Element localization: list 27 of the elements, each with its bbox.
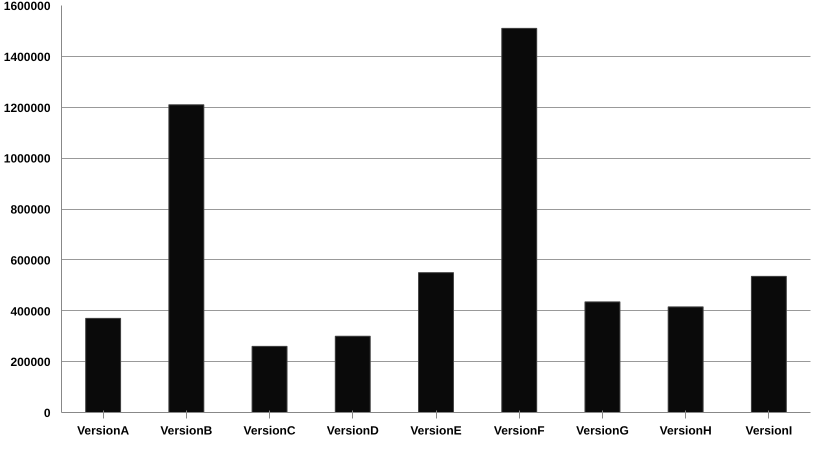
x-tick-label: VersionD: [326, 424, 380, 438]
x-tick-label: VersionG: [576, 424, 629, 438]
x-tick-label: VersionC: [244, 424, 296, 438]
y-tick-label: 400000: [10, 304, 51, 318]
bar: [168, 104, 204, 412]
bar: [334, 336, 371, 412]
y-tick-label: 1600000: [4, 0, 51, 13]
x-tick-label: VersionB: [160, 424, 213, 438]
y-tick-label: 1000000: [4, 152, 51, 166]
bar: [252, 346, 288, 412]
x-tick-label: VersionH: [660, 424, 712, 438]
x-tick-label: VersionA: [77, 424, 130, 438]
y-tick-label: 1400000: [4, 50, 51, 64]
bar: [750, 276, 787, 412]
y-tick-label: 800000: [10, 202, 51, 216]
x-tick-label: VersionE: [410, 424, 462, 438]
bar: [584, 301, 620, 412]
bar: [668, 306, 704, 412]
y-tick-label: 0: [44, 406, 51, 420]
bar: [501, 28, 538, 412]
y-tick-label: 600000: [10, 253, 51, 268]
y-tick-label: 200000: [10, 355, 51, 370]
bar: [418, 272, 454, 412]
x-tick-label: VersionI: [746, 424, 792, 438]
bar: [85, 318, 122, 412]
y-tick-label: 1200000: [4, 100, 51, 115]
x-tick-label: VersionF: [494, 424, 545, 438]
